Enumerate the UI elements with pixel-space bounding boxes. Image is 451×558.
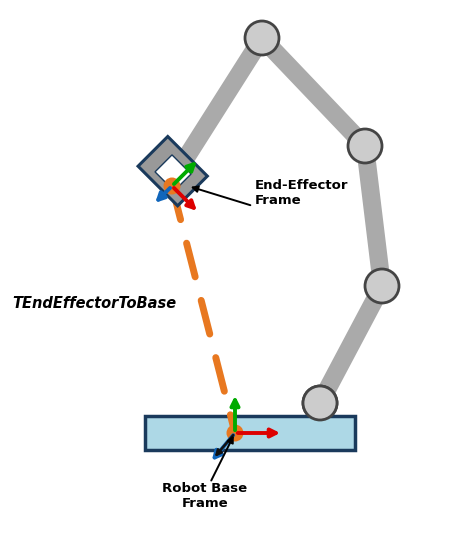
Circle shape — [347, 129, 381, 163]
Bar — [145, 416, 354, 450]
Text: Robot Base
Frame: Robot Base Frame — [162, 482, 247, 510]
Circle shape — [226, 425, 243, 441]
Text: TEndEffectorToBase: TEndEffectorToBase — [12, 296, 176, 310]
Circle shape — [163, 177, 180, 195]
Text: End-Effector
Frame: End-Effector Frame — [254, 179, 348, 207]
Circle shape — [302, 386, 336, 420]
Polygon shape — [155, 155, 191, 191]
Circle shape — [364, 269, 398, 303]
Circle shape — [302, 386, 336, 420]
Circle shape — [244, 21, 278, 55]
Polygon shape — [138, 137, 207, 206]
